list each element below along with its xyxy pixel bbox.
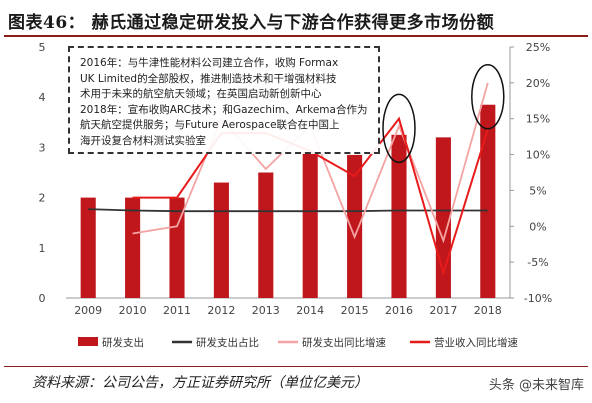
x-tick-label: 2017	[429, 304, 457, 317]
legend-label: 研发支出占比	[196, 336, 259, 349]
legend-label: 营业收入同比增速	[434, 336, 518, 349]
bar-rd-expense	[347, 154, 363, 298]
x-tick-label: 2012	[207, 304, 235, 317]
x-tick-label: 2013	[252, 304, 280, 317]
bar-rd-expense	[169, 197, 185, 298]
x-tick-label: 2018	[474, 304, 502, 317]
bar-rd-expense	[213, 182, 229, 298]
legend-label: 研发支出	[102, 336, 144, 349]
y-left-tick-label: 5	[39, 41, 46, 54]
bar-rd-expense	[258, 172, 274, 298]
annotation-box: 2016年：与牛津性能材料公司建立合作，收购 Formax UK Limited…	[68, 46, 380, 154]
y-right-tick-label: 10%	[526, 149, 550, 162]
x-tick-label: 2010	[119, 304, 147, 317]
annotation-line: 海开设复合材料测试实验室	[80, 134, 206, 147]
y-right-tick-label: 0%	[529, 220, 546, 233]
bar-rd-expense	[302, 152, 318, 298]
legend-label: 研发支出同比增速	[302, 336, 386, 349]
source-note: 资料来源：公司公告，方正证券研究所（单位亿美元）	[32, 375, 368, 391]
y-right-tick-label: 25%	[526, 41, 550, 54]
y-right-tick-label: -5%	[527, 256, 548, 269]
y-left-tick-label: 2	[39, 192, 46, 205]
y-left-tick-label: 0	[39, 292, 46, 305]
bar-rd-expense	[391, 134, 407, 298]
annotation-line: 术用于未来的航空航天领域；在英国启动新创新中心	[80, 88, 322, 101]
annotation-line: 2016年：与牛津性能材料公司建立合作，收购 Formax	[80, 57, 339, 69]
y-left-tick-label: 4	[39, 91, 46, 104]
bar-rd-expense	[125, 197, 141, 298]
annotation-line: 航天航空提供服务；与Future Aerospace联合在中国上	[80, 119, 340, 132]
y-right-tick-label: 20%	[526, 77, 550, 90]
x-tick-label: 2009	[74, 304, 102, 317]
highlight-ellipse	[471, 63, 505, 130]
x-tick-label: 2016	[385, 304, 413, 317]
y-right-tick-label: -10%	[524, 292, 552, 305]
bar-rd-expense	[80, 197, 96, 298]
figure-title: 图表46： 赫氏通过稳定研发投入与下游合作获得更多市场份额	[8, 13, 495, 33]
line-rd-ratio	[88, 208, 488, 213]
title-bar: 图表46： 赫氏通过稳定研发投入与下游合作获得更多市场份额	[0, 0, 592, 37]
watermark: 头条 @未来智库	[488, 378, 584, 393]
y-right-tick-label: 5%	[529, 184, 546, 197]
y-right-tick-label: 15%	[526, 113, 550, 126]
legend-swatch	[78, 337, 98, 346]
highlight-ellipse	[382, 93, 416, 164]
x-tick-label: 2015	[341, 304, 369, 317]
annotation-line: UK Limited的全部股权，推进制造技术和干增强材料技	[80, 72, 337, 85]
y-left-tick-label: 3	[39, 141, 46, 154]
source-divider	[4, 366, 588, 367]
title-divider	[4, 35, 588, 37]
bar-rd-expense	[480, 104, 496, 298]
x-tick-label: 2011	[163, 304, 191, 317]
y-left-tick-label: 1	[39, 242, 46, 255]
annotation-line: 2018年：宣布收购ARC技术；和Gazechim、Arkema合作为	[80, 103, 368, 116]
x-tick-label: 2014	[296, 304, 324, 317]
